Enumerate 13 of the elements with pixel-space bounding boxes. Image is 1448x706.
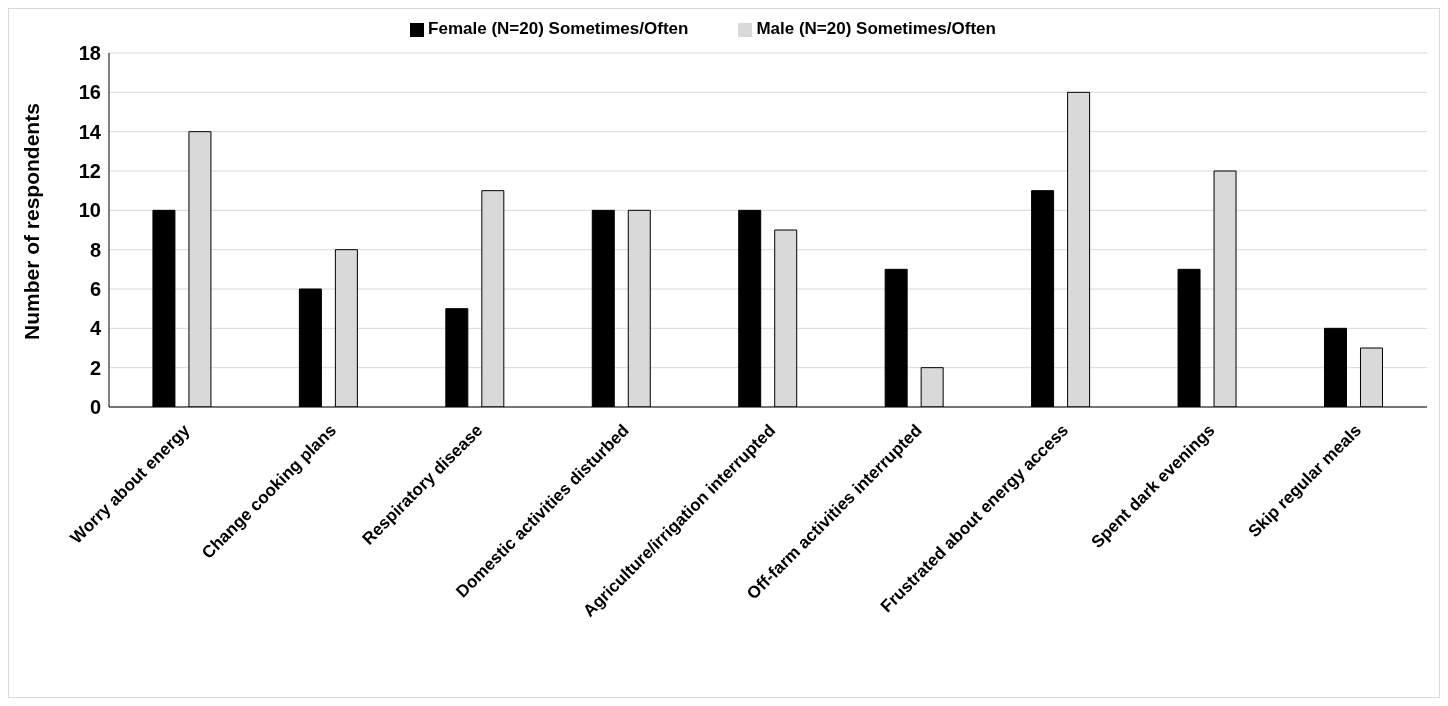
y-tick-label: 16 bbox=[78, 81, 101, 104]
y-tick-label: 8 bbox=[89, 238, 101, 261]
y-tick-label: 6 bbox=[89, 278, 101, 301]
y-axis-title: Number of respondents bbox=[20, 103, 44, 340]
legend-label: Female (N=20) Sometimes/Often bbox=[428, 19, 689, 38]
y-tick-label: 12 bbox=[78, 160, 101, 183]
y-tick-label: 4 bbox=[89, 317, 102, 340]
y-tick-label: 2 bbox=[89, 356, 101, 379]
y-tick-label: 18 bbox=[78, 42, 101, 65]
y-tick-label: 10 bbox=[78, 199, 101, 222]
legend-label: Male (N=20) Sometimes/Often bbox=[756, 19, 996, 38]
y-tick-label: 14 bbox=[78, 120, 102, 143]
y-tick-label: 0 bbox=[89, 396, 101, 419]
